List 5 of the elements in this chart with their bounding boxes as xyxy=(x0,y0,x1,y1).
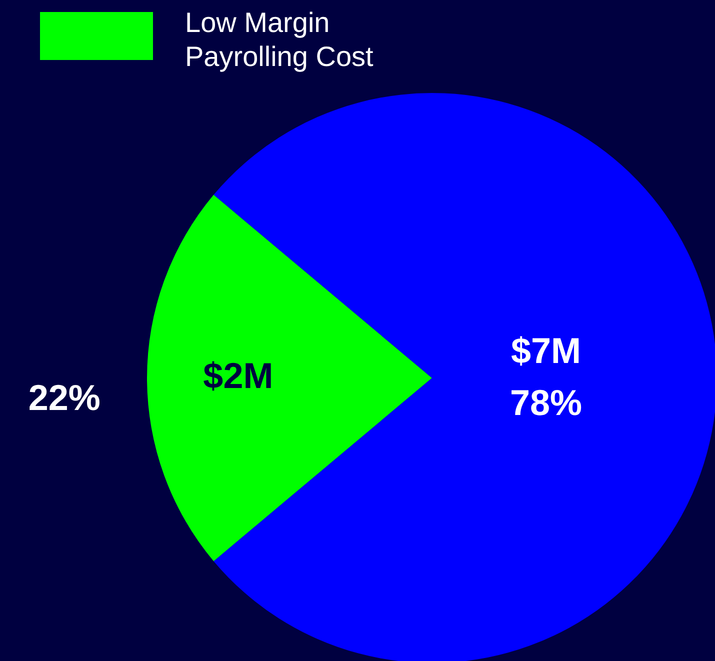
text: 22% xyxy=(28,376,100,418)
data-label: $7M xyxy=(510,330,582,371)
text: 78% xyxy=(510,382,582,423)
data-label: $2M xyxy=(203,354,274,396)
legend-label: Low Margin Payrolling Cost xyxy=(185,6,374,74)
